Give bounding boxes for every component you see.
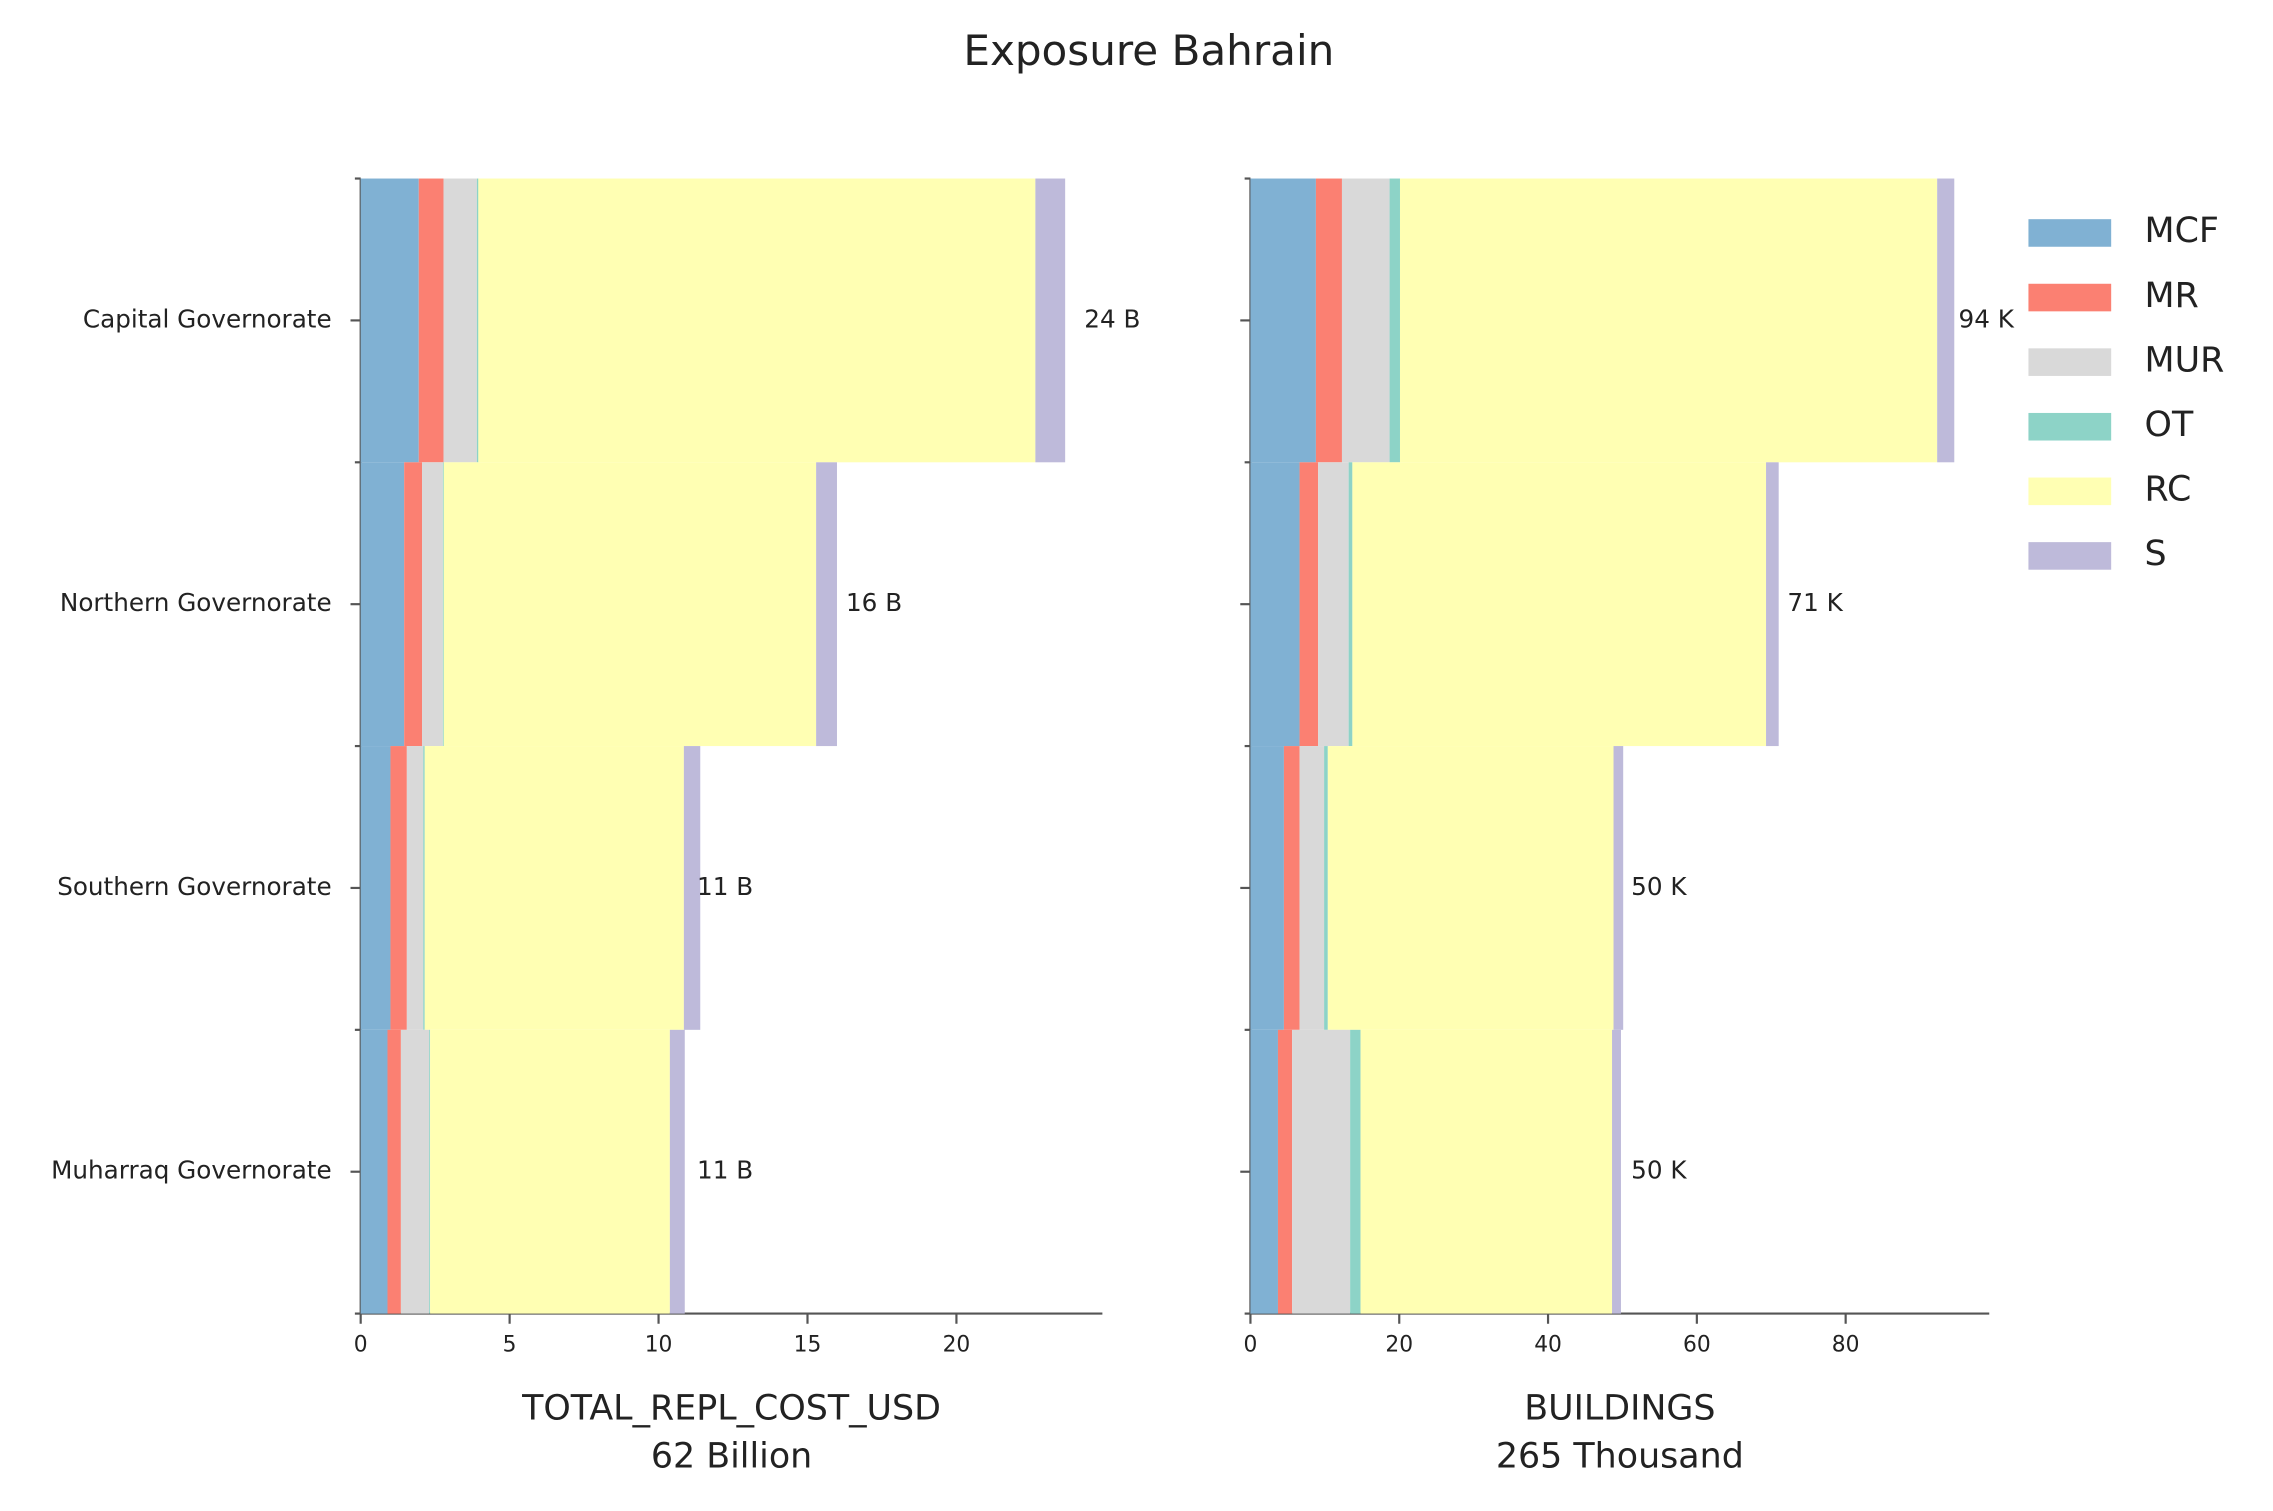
bar-segment bbox=[1352, 462, 1767, 747]
x-axis-note: 62 Billion bbox=[651, 1436, 812, 1476]
bar-segment bbox=[400, 1029, 430, 1314]
x-tick-label: 10 bbox=[645, 1333, 673, 1358]
bar-segment bbox=[360, 746, 391, 1030]
legend-label: S bbox=[2145, 534, 2167, 574]
x-tick-label: 5 bbox=[503, 1333, 517, 1358]
total-label: 50 K bbox=[1631, 872, 1687, 901]
legend-label: MR bbox=[2145, 276, 2199, 316]
bar-segment bbox=[1324, 746, 1328, 1030]
bar-segment bbox=[390, 746, 407, 1030]
y-tick-label: Northern Governorate bbox=[60, 588, 332, 617]
legend-swatch bbox=[2028, 412, 2112, 441]
x-tick-label: 20 bbox=[943, 1333, 971, 1358]
bar-segment bbox=[429, 1029, 431, 1314]
x-tick-label: 15 bbox=[794, 1333, 822, 1358]
bar-segment bbox=[360, 462, 405, 747]
bar-segment bbox=[387, 1029, 401, 1314]
bar-segment bbox=[418, 178, 444, 463]
total-label: 71 K bbox=[1787, 588, 1843, 617]
x-tick-label: 80 bbox=[1832, 1333, 1860, 1358]
bar-segment bbox=[1348, 462, 1353, 747]
x-tick-label: 60 bbox=[1683, 1333, 1711, 1358]
bar-segment bbox=[1292, 1029, 1351, 1314]
x-tick-label: 0 bbox=[1244, 1333, 1258, 1358]
bar-segment bbox=[1250, 746, 1284, 1030]
bar-segment bbox=[683, 746, 701, 1030]
x-tick-label: 0 bbox=[354, 1333, 368, 1358]
bar-segment bbox=[1250, 1029, 1278, 1314]
legend-label: RC bbox=[2145, 470, 2192, 510]
bar-segment bbox=[442, 462, 444, 747]
bar-segment bbox=[1389, 178, 1400, 463]
legend-label: MCF bbox=[2145, 211, 2219, 251]
bar-segment bbox=[360, 178, 419, 463]
bar-segment bbox=[1766, 462, 1779, 747]
legend-label: MUR bbox=[2145, 340, 2225, 380]
legend-label: OT bbox=[2145, 405, 2194, 445]
bar-segment bbox=[1399, 178, 1938, 463]
total-label: 11 B bbox=[697, 872, 753, 901]
bar-segment bbox=[1327, 746, 1614, 1030]
chart-title: Exposure Bahrain bbox=[963, 26, 1334, 75]
bar-segment bbox=[1299, 746, 1325, 1030]
bar-segment bbox=[1283, 746, 1300, 1030]
bar-segment bbox=[423, 746, 425, 1030]
y-tick-label: Capital Governorate bbox=[83, 304, 332, 333]
bar-segment bbox=[443, 462, 817, 747]
bar-segment bbox=[1350, 1029, 1361, 1314]
bar-segment bbox=[1318, 462, 1349, 747]
bar-segment bbox=[478, 178, 1036, 463]
bar-segment bbox=[669, 1029, 685, 1314]
bar-segment bbox=[424, 746, 684, 1030]
bar-segment bbox=[1360, 1029, 1613, 1314]
y-tick-label: Muharraq Governorate bbox=[51, 1156, 332, 1185]
bar-segment bbox=[1250, 462, 1300, 747]
bar-segment bbox=[1299, 462, 1319, 747]
bar-segment bbox=[404, 462, 423, 747]
legend-swatch bbox=[2028, 283, 2112, 312]
bar-segment bbox=[1035, 178, 1066, 463]
bar-segment bbox=[1937, 178, 1955, 463]
y-tick-label: Southern Governorate bbox=[57, 872, 331, 901]
legend-swatch bbox=[2028, 219, 2112, 247]
bar-segment bbox=[422, 462, 443, 747]
bar-segment bbox=[1315, 178, 1342, 463]
bar-segment bbox=[816, 462, 837, 747]
x-axis-note: 265 Thousand bbox=[1496, 1436, 1744, 1476]
legend-swatch bbox=[2028, 542, 2112, 570]
bar-segment bbox=[443, 178, 477, 463]
bar-segment bbox=[1341, 178, 1390, 463]
bar-segment bbox=[406, 746, 424, 1030]
bar-segment bbox=[1613, 746, 1624, 1030]
x-tick-label: 40 bbox=[1534, 1333, 1562, 1358]
total-label: 24 B bbox=[1084, 304, 1140, 333]
x-axis-label: BUILDINGS bbox=[1524, 1388, 1715, 1428]
x-tick-label: 20 bbox=[1385, 1333, 1413, 1358]
legend-swatch bbox=[2028, 477, 2112, 506]
bar-segment bbox=[476, 178, 479, 463]
total-label: 11 B bbox=[697, 1156, 753, 1185]
total-label: 94 K bbox=[1959, 304, 2015, 333]
legend-swatch bbox=[2028, 348, 2112, 376]
bar-segment bbox=[1612, 1029, 1621, 1314]
bar-segment bbox=[360, 1029, 388, 1314]
bar-segment bbox=[1277, 1029, 1293, 1314]
bar-segment bbox=[1250, 178, 1316, 463]
total-label: 50 K bbox=[1631, 1156, 1687, 1185]
total-label: 16 B bbox=[846, 588, 902, 617]
bar-segment bbox=[430, 1029, 670, 1314]
x-axis-label: TOTAL_REPL_COST_USD bbox=[521, 1388, 941, 1428]
